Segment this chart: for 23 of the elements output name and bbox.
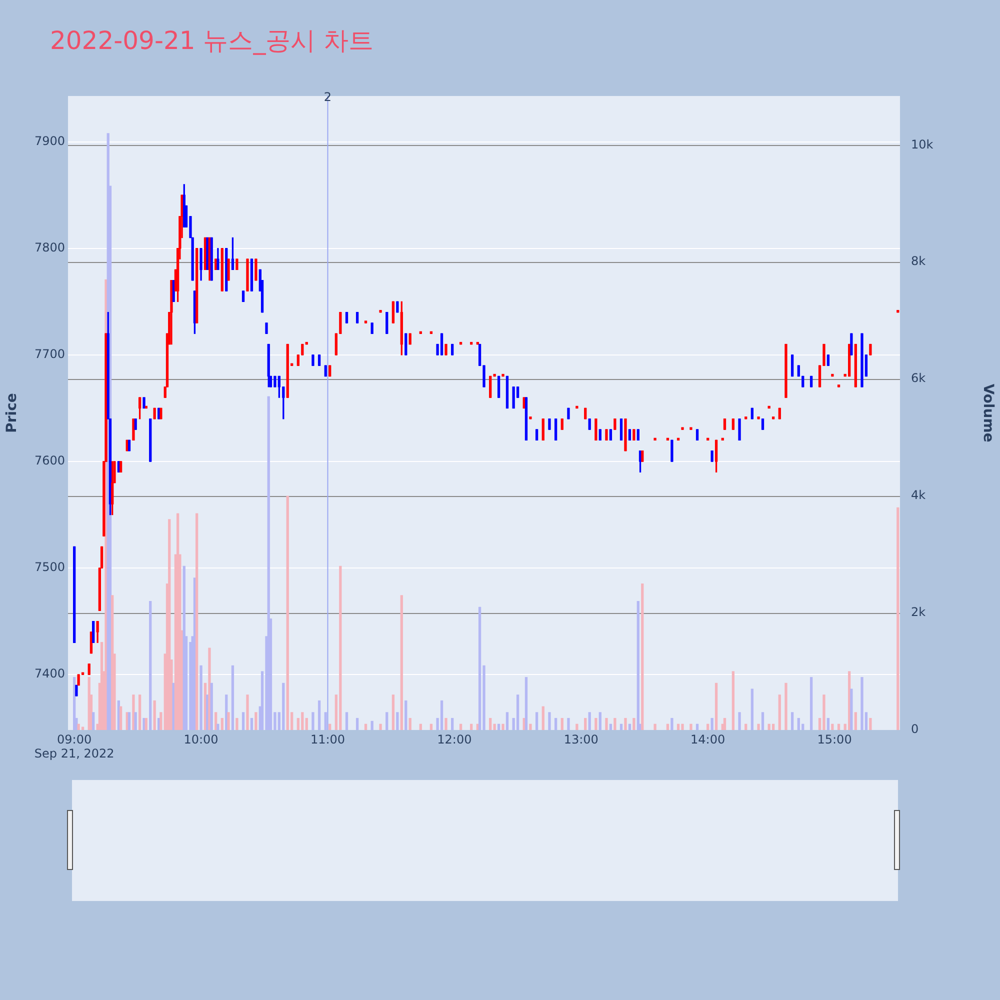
y-axis-title: Price [4, 393, 20, 433]
x-tick-label: 13:00 [564, 732, 598, 746]
y2-tick-label: 4k [911, 488, 926, 502]
y-tick-label: 7700 [34, 347, 65, 362]
chart-title: 2022-09-21 뉴스_공시 차트 [50, 25, 374, 57]
y-tick-label: 7500 [34, 560, 65, 574]
y2-tick-label: 2k [911, 605, 926, 620]
y-tick-label: 7800 [34, 240, 65, 254]
x-tick-label: 09:00 Sep 21, 2022 [34, 732, 114, 761]
ref-line-label: 2 [324, 90, 332, 104]
x-tick-label: 10:00 [184, 732, 218, 746]
y2-tick-label: 8k [911, 254, 926, 268]
y-tick-label: 7600 [34, 454, 65, 468]
x-tick-label: 15:00 [817, 732, 852, 746]
y2-tick-label: 6k [911, 371, 926, 386]
y2-tick-label: 10k [911, 137, 934, 152]
y-tick-label: 7900 [34, 134, 65, 148]
x-tick-label: 12:00 [437, 732, 472, 746]
y-tick-label: 7400 [34, 666, 65, 681]
y2-tick-label: 0 [911, 722, 919, 736]
y2-axis-title: Volume [980, 384, 996, 442]
x-tick-label: 14:00 [690, 732, 726, 746]
x-tick-label: 11:00 [310, 732, 346, 746]
